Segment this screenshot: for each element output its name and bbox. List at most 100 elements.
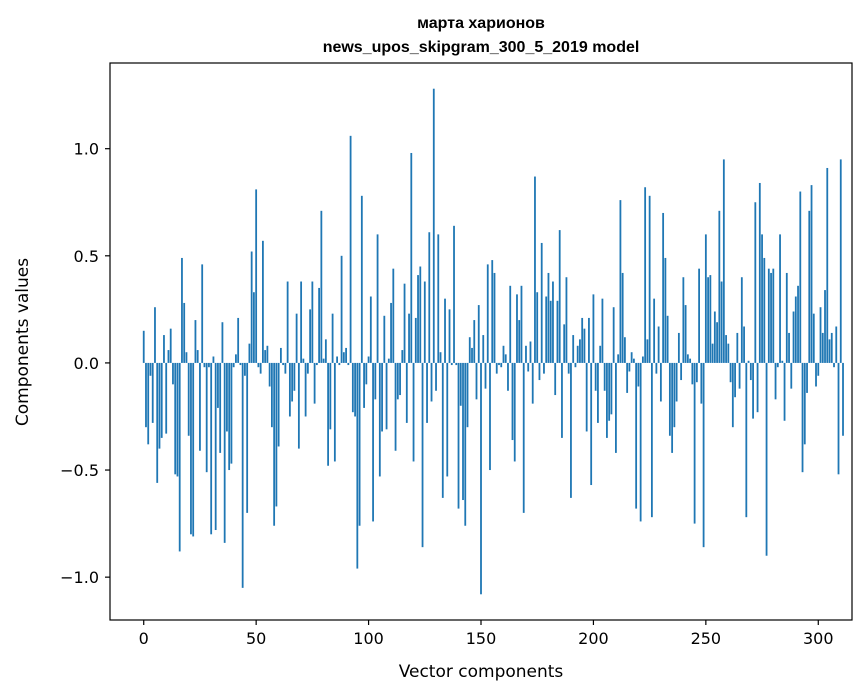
bar-52 (259, 362, 262, 374)
bar-301 (819, 307, 822, 363)
bar-215 (626, 362, 629, 393)
bar-140 (457, 362, 460, 509)
bar-131 (437, 234, 440, 363)
bar-45 (244, 362, 246, 376)
bar-308 (835, 326, 838, 363)
bar-296 (808, 210, 811, 363)
bar-239 (680, 362, 683, 381)
bar-7 (158, 362, 161, 449)
bar-200 (592, 294, 595, 363)
bar-151 (482, 335, 485, 363)
bar-137 (450, 362, 453, 366)
bar-233 (666, 315, 669, 363)
bar-51 (257, 362, 260, 368)
bar-197 (585, 362, 588, 432)
bar-102 (372, 362, 374, 522)
bar-114 (399, 362, 401, 396)
bar-180 (547, 272, 550, 363)
bar-242 (686, 354, 689, 363)
bar-174 (534, 176, 536, 363)
bar-213 (621, 272, 624, 363)
bar-188 (565, 277, 568, 363)
bar-182 (552, 281, 554, 363)
bar-142 (462, 362, 464, 501)
y-tick-label: 1.0 (74, 140, 99, 159)
bar-27 (203, 362, 206, 368)
bar-54 (264, 350, 267, 363)
bar-280 (772, 268, 775, 363)
bar-20 (187, 362, 190, 436)
bar-95 (356, 362, 359, 569)
bar-139 (455, 362, 458, 366)
bar-92 (349, 135, 352, 363)
bar-194 (579, 339, 581, 363)
bar-18 (183, 302, 186, 363)
bar-286 (785, 272, 788, 363)
y-axis-label: Components values (13, 258, 33, 426)
bar-212 (619, 200, 622, 363)
bar-82 (327, 362, 329, 466)
bar-127 (428, 232, 431, 363)
bar-297 (810, 185, 813, 363)
bar-202 (597, 362, 599, 423)
bar-123 (419, 266, 422, 363)
bar-225 (648, 195, 651, 363)
bar-198 (588, 317, 590, 363)
bar-214 (624, 337, 626, 363)
bar-196 (583, 328, 586, 363)
bar-14 (174, 362, 177, 475)
bar-183 (554, 362, 557, 396)
bar-193 (576, 345, 579, 363)
bar-77 (315, 362, 318, 366)
bar-241 (684, 305, 687, 363)
bar-98 (363, 362, 365, 408)
bar-274 (758, 182, 761, 363)
bar-38 (228, 362, 231, 471)
bar-13 (172, 362, 174, 385)
bar-59 (275, 362, 278, 507)
bar-250 (704, 234, 707, 363)
bar-218 (633, 358, 635, 363)
x-axis-label: Vector components (399, 662, 564, 682)
bar-86 (336, 356, 338, 363)
bar-204 (601, 298, 604, 363)
bar-269 (747, 360, 750, 363)
bar-231 (662, 212, 665, 363)
bar-156 (493, 272, 496, 363)
bar-251 (707, 277, 709, 363)
bar-283 (779, 234, 781, 363)
bar-187 (563, 324, 566, 363)
bar-277 (765, 362, 768, 556)
bar-264 (736, 332, 739, 363)
bar-195 (581, 317, 584, 363)
bar-237 (675, 362, 678, 402)
bar-270 (749, 362, 752, 381)
bar-290 (794, 296, 797, 363)
bar-310 (839, 159, 842, 363)
bar-126 (426, 362, 428, 423)
bar-72 (304, 362, 307, 417)
bar-134 (444, 298, 446, 363)
bar-271 (752, 362, 754, 419)
bar-25 (199, 362, 201, 451)
bar-28 (205, 362, 208, 473)
bar-257 (720, 281, 723, 363)
bar-256 (718, 210, 721, 363)
bar-135 (446, 362, 449, 477)
bar-15 (176, 362, 179, 477)
bar-158 (498, 362, 500, 366)
bar-287 (788, 332, 790, 363)
bar-42 (237, 317, 240, 363)
bar-113 (396, 362, 399, 400)
bar-6 (156, 362, 159, 483)
bar-109 (387, 358, 390, 363)
bar-133 (441, 362, 444, 498)
y-tick-label: 0.0 (74, 354, 99, 373)
bar-230 (659, 362, 662, 402)
bar-33 (217, 362, 219, 408)
bar-74 (309, 309, 312, 363)
y-tick-label: 0.5 (74, 247, 99, 266)
bar-176 (538, 362, 541, 381)
bar-184 (556, 300, 559, 363)
